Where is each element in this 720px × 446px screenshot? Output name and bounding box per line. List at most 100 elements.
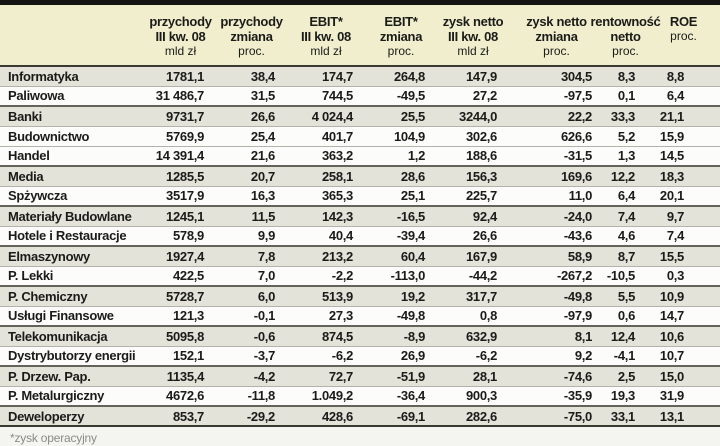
cell-value: -31,5 (509, 146, 604, 167)
cell-value: 25,4 (216, 126, 287, 147)
cell-value: 10,7 (647, 346, 720, 367)
table-row: Deweloperzy 853,7 -29,2 428,6 -69,1 282,6 -75,… (0, 405, 720, 427)
cell-value: 25,5 (365, 105, 437, 127)
cell-value: 0,8 (437, 306, 509, 327)
cell-value: -0,6 (216, 325, 287, 347)
cell-value: 174,7 (287, 66, 365, 87)
cell-value: -97,9 (509, 306, 604, 327)
cell-value: 167,9 (437, 245, 509, 267)
cell-value: -113,0 (365, 266, 437, 287)
cell-value: -49,8 (509, 285, 604, 307)
cell-value: 11,0 (509, 186, 604, 207)
cell-value: 156,3 (437, 165, 509, 187)
table-row: Handel 14 391,4 21,6 363,2 1,2 188,6 -31,5 1,3 1… (0, 146, 720, 167)
cell-value: 632,9 (437, 325, 509, 347)
row-label: Dystrybutorzy energii (0, 346, 145, 367)
cell-value: 40,4 (287, 226, 365, 247)
cell-value: 11,5 (216, 205, 287, 227)
sector-financials-table: przychody III kw. 08 mld zł przychody zm… (0, 5, 720, 427)
cell-value: 1135,4 (145, 365, 216, 387)
cell-value: -43,6 (509, 226, 604, 247)
cell-value: 14,7 (647, 306, 720, 327)
cell-value: 6,4 (604, 186, 647, 207)
cell-value: 363,2 (287, 146, 365, 167)
cell-value: 422,5 (145, 266, 216, 287)
cell-value: 1781,1 (145, 66, 216, 87)
cell-value: -267,2 (509, 266, 604, 287)
cell-value: 38,4 (216, 66, 287, 87)
cell-value: 5095,8 (145, 325, 216, 347)
cell-value: 142,3 (287, 205, 365, 227)
cell-value: 1,2 (365, 146, 437, 167)
cell-value: 1.049,2 (287, 386, 365, 407)
cell-value: 304,5 (509, 66, 604, 87)
cell-value: 0,1 (604, 86, 647, 107)
cell-value: 15,9 (647, 126, 720, 147)
table-row: Media 1285,5 20,7 258,1 28,6 156,3 169,6 12,2 18… (0, 165, 720, 187)
cell-value: 225,7 (437, 186, 509, 207)
header-ebit-change: EBIT* zmiana proc. (365, 5, 437, 67)
cell-value: 12,4 (604, 325, 647, 347)
row-label: Telekomunikacja (0, 325, 145, 347)
cell-value: 9,9 (216, 226, 287, 247)
cell-value: 5,2 (604, 126, 647, 147)
cell-value: 428,6 (287, 405, 365, 427)
cell-value: 33,3 (604, 105, 647, 127)
cell-value: 7,0 (216, 266, 287, 287)
cell-value: 13,1 (647, 405, 720, 427)
cell-value: 3517,9 (145, 186, 216, 207)
row-label: Informatyka (0, 66, 145, 87)
cell-value: 626,6 (509, 126, 604, 147)
cell-value: -6,2 (437, 346, 509, 367)
cell-value: 853,7 (145, 405, 216, 427)
cell-value: 104,9 (365, 126, 437, 147)
header-ebit-value: EBIT* III kw. 08 mld zł (287, 5, 365, 67)
row-label: P. Metalurgiczny (0, 386, 145, 407)
cell-value: 60,4 (365, 245, 437, 267)
cell-value: -51,9 (365, 365, 437, 387)
cell-value: 31,5 (216, 86, 287, 107)
header-label-spacer (0, 5, 145, 67)
row-label: Materiały Budowlane (0, 205, 145, 227)
table-row: Telekomunikacja 5095,8 -0,6 874,5 -8,9 632,9 8… (0, 325, 720, 347)
cell-value: 28,6 (365, 165, 437, 187)
cell-value: 874,5 (287, 325, 365, 347)
cell-value: 3244,0 (437, 105, 509, 127)
cell-value: 152,1 (145, 346, 216, 367)
header-zysk-netto-value: zysk netto III kw. 08 mld zł (437, 5, 509, 67)
cell-value: 92,4 (437, 205, 509, 227)
cell-value: -44,2 (437, 266, 509, 287)
cell-value: 188,6 (437, 146, 509, 167)
cell-value: 26,9 (365, 346, 437, 367)
cell-value: 9731,7 (145, 105, 216, 127)
cell-value: 27,2 (437, 86, 509, 107)
cell-value: 21,1 (647, 105, 720, 127)
table-row: P. Chemiczny 5728,7 6,0 513,9 19,2 317,7 -49,8… (0, 285, 720, 307)
cell-value: 7,8 (216, 245, 287, 267)
cell-value: -36,4 (365, 386, 437, 407)
row-label: Paliwowa (0, 86, 145, 107)
row-label: Media (0, 165, 145, 187)
cell-value: 8,1 (509, 325, 604, 347)
table-row: Elmaszynowy 1927,4 7,8 213,2 60,4 167,9 58,9 8,… (0, 245, 720, 267)
cell-value: -4,2 (216, 365, 287, 387)
cell-value: 20,7 (216, 165, 287, 187)
cell-value: 1285,5 (145, 165, 216, 187)
cell-value: 31 486,7 (145, 86, 216, 107)
cell-value: -69,1 (365, 405, 437, 427)
row-label: Banki (0, 105, 145, 127)
cell-value: 578,9 (145, 226, 216, 247)
cell-value: 6,0 (216, 285, 287, 307)
row-label: P. Drzew. Pap. (0, 365, 145, 387)
cell-value: 15,5 (647, 245, 720, 267)
cell-value: 365,3 (287, 186, 365, 207)
table-row: Paliwowa 31 486,7 31,5 744,5 -49,5 27,2 -97,5 0… (0, 86, 720, 107)
cell-value: 19,2 (365, 285, 437, 307)
cell-value: -24,0 (509, 205, 604, 227)
header-przychody-value: przychody III kw. 08 mld zł (145, 5, 216, 67)
cell-value: -49,8 (365, 306, 437, 327)
table-row: Materiały Budowlane 1245,1 11,5 142,3 -16,5 9… (0, 205, 720, 227)
cell-value: 2,5 (604, 365, 647, 387)
cell-value: 0,3 (647, 266, 720, 287)
table-row: Usługi Finansowe 121,3 -0,1 27,3 -49,8 0,8 -97… (0, 306, 720, 327)
